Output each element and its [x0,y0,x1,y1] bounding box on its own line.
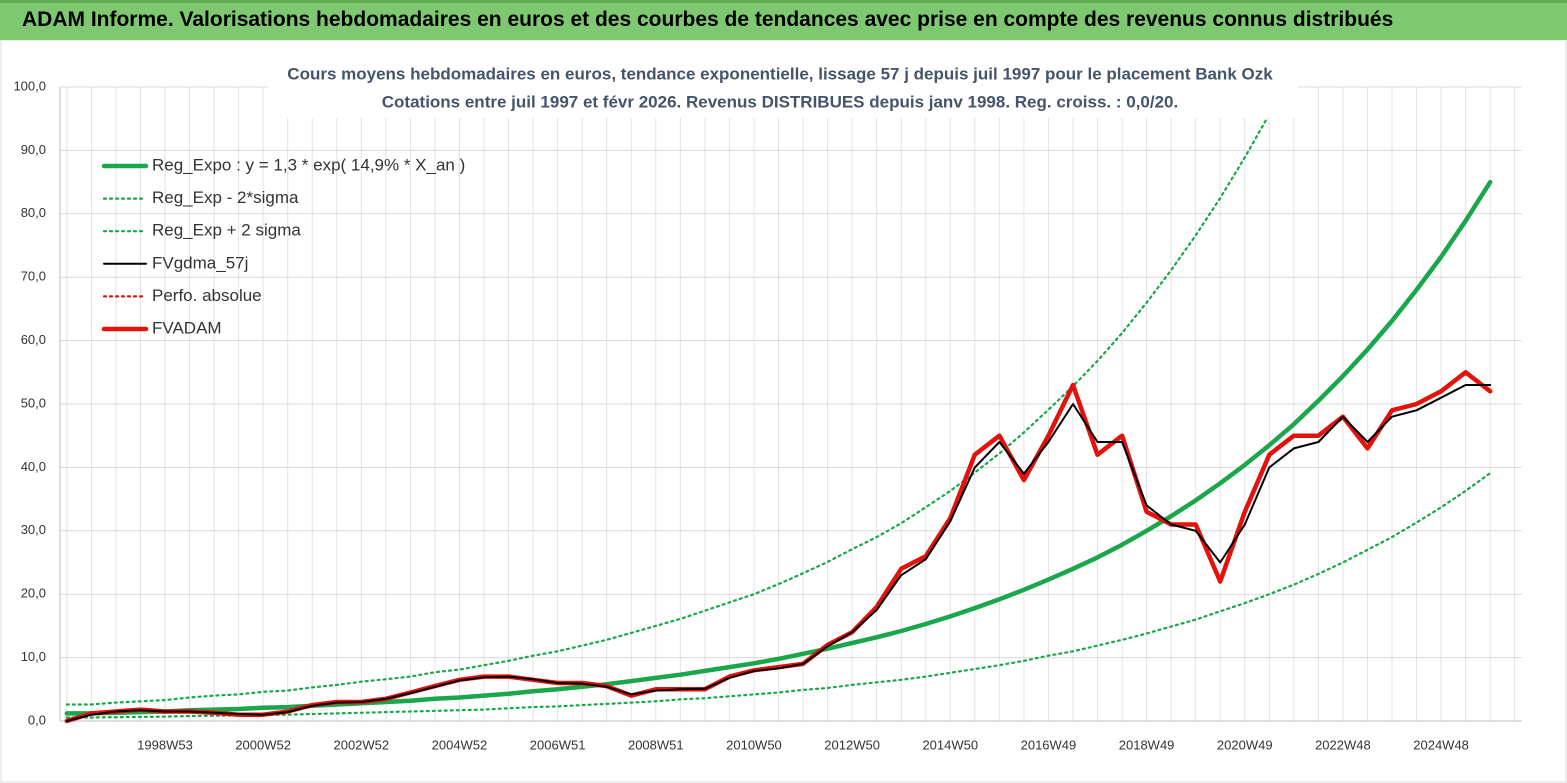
x-tick-label: 2004W52 [432,737,488,752]
y-tick-label: 40,0 [21,459,46,474]
x-tick-label: 2002W52 [333,737,389,752]
x-tick-label: 2014W50 [922,737,978,752]
series-layer [64,84,1493,724]
legend-label: FVgdma_57j [152,253,248,272]
x-tick-label: 2006W51 [530,737,586,752]
legend: Reg_Expo : y = 1,3 * exp( 14,9% * X_an )… [101,155,465,337]
chart-subtitle: Cotations entre juil 1997 et févr 2026. … [382,92,1178,111]
legend-label: FVADAM [152,318,222,337]
x-tick-label: 2024W48 [1413,737,1469,752]
title-background [268,62,1298,118]
x-tick-label: 2022W48 [1315,737,1371,752]
legend-label: Perfo. absolue [152,286,262,305]
x-tick-label: 2010W50 [726,737,782,752]
legend-label: Reg_Expo : y = 1,3 * exp( 14,9% * X_an ) [152,155,465,174]
x-tick-label: 2020W49 [1217,737,1273,752]
header: ADAM Informe. Valorisations hebdomadaire… [0,0,1567,40]
y-tick-label: 30,0 [21,522,46,537]
y-tick-label: 70,0 [21,269,46,284]
y-tick-label: 20,0 [21,586,46,601]
legend-label: Reg_Exp - 2*sigma [152,188,299,207]
x-tick-label: 2018W49 [1119,737,1175,752]
y-tick-label: 10,0 [21,649,46,664]
x-tick-label: 1998W53 [137,737,193,752]
x-tick-label: 2008W51 [628,737,684,752]
chart: 0,0 10,0 20,0 30,0 40,0 50,0 60,0 70,0 80,0 90,0 1… [0,40,1567,783]
x-tick-label: 2016W49 [1021,737,1077,752]
series-line [65,84,1287,706]
y-tick-label: 100,0 [13,78,46,93]
chart-title: Cours moyens hebdomadaires en euros, ten… [287,64,1273,83]
series-line [65,384,1492,722]
y-tick-label: 90,0 [21,142,46,157]
y-tick-label: 50,0 [21,395,46,410]
x-tick-label: 2000W52 [235,737,291,752]
y-tick-label: 0,0 [28,712,46,727]
header-title: ADAM Informe. Valorisations hebdomadaire… [22,8,1394,31]
y-tick-label: 60,0 [21,332,46,347]
y-tick-label: 80,0 [21,205,46,220]
chart-frame [0,40,1567,783]
legend-label: Reg_Exp + 2 sigma [152,221,301,240]
x-tick-label: 2012W50 [824,737,880,752]
grid: 0,0 10,0 20,0 30,0 40,0 50,0 60,0 70,0 80,0 90,0 1… [13,78,1522,752]
